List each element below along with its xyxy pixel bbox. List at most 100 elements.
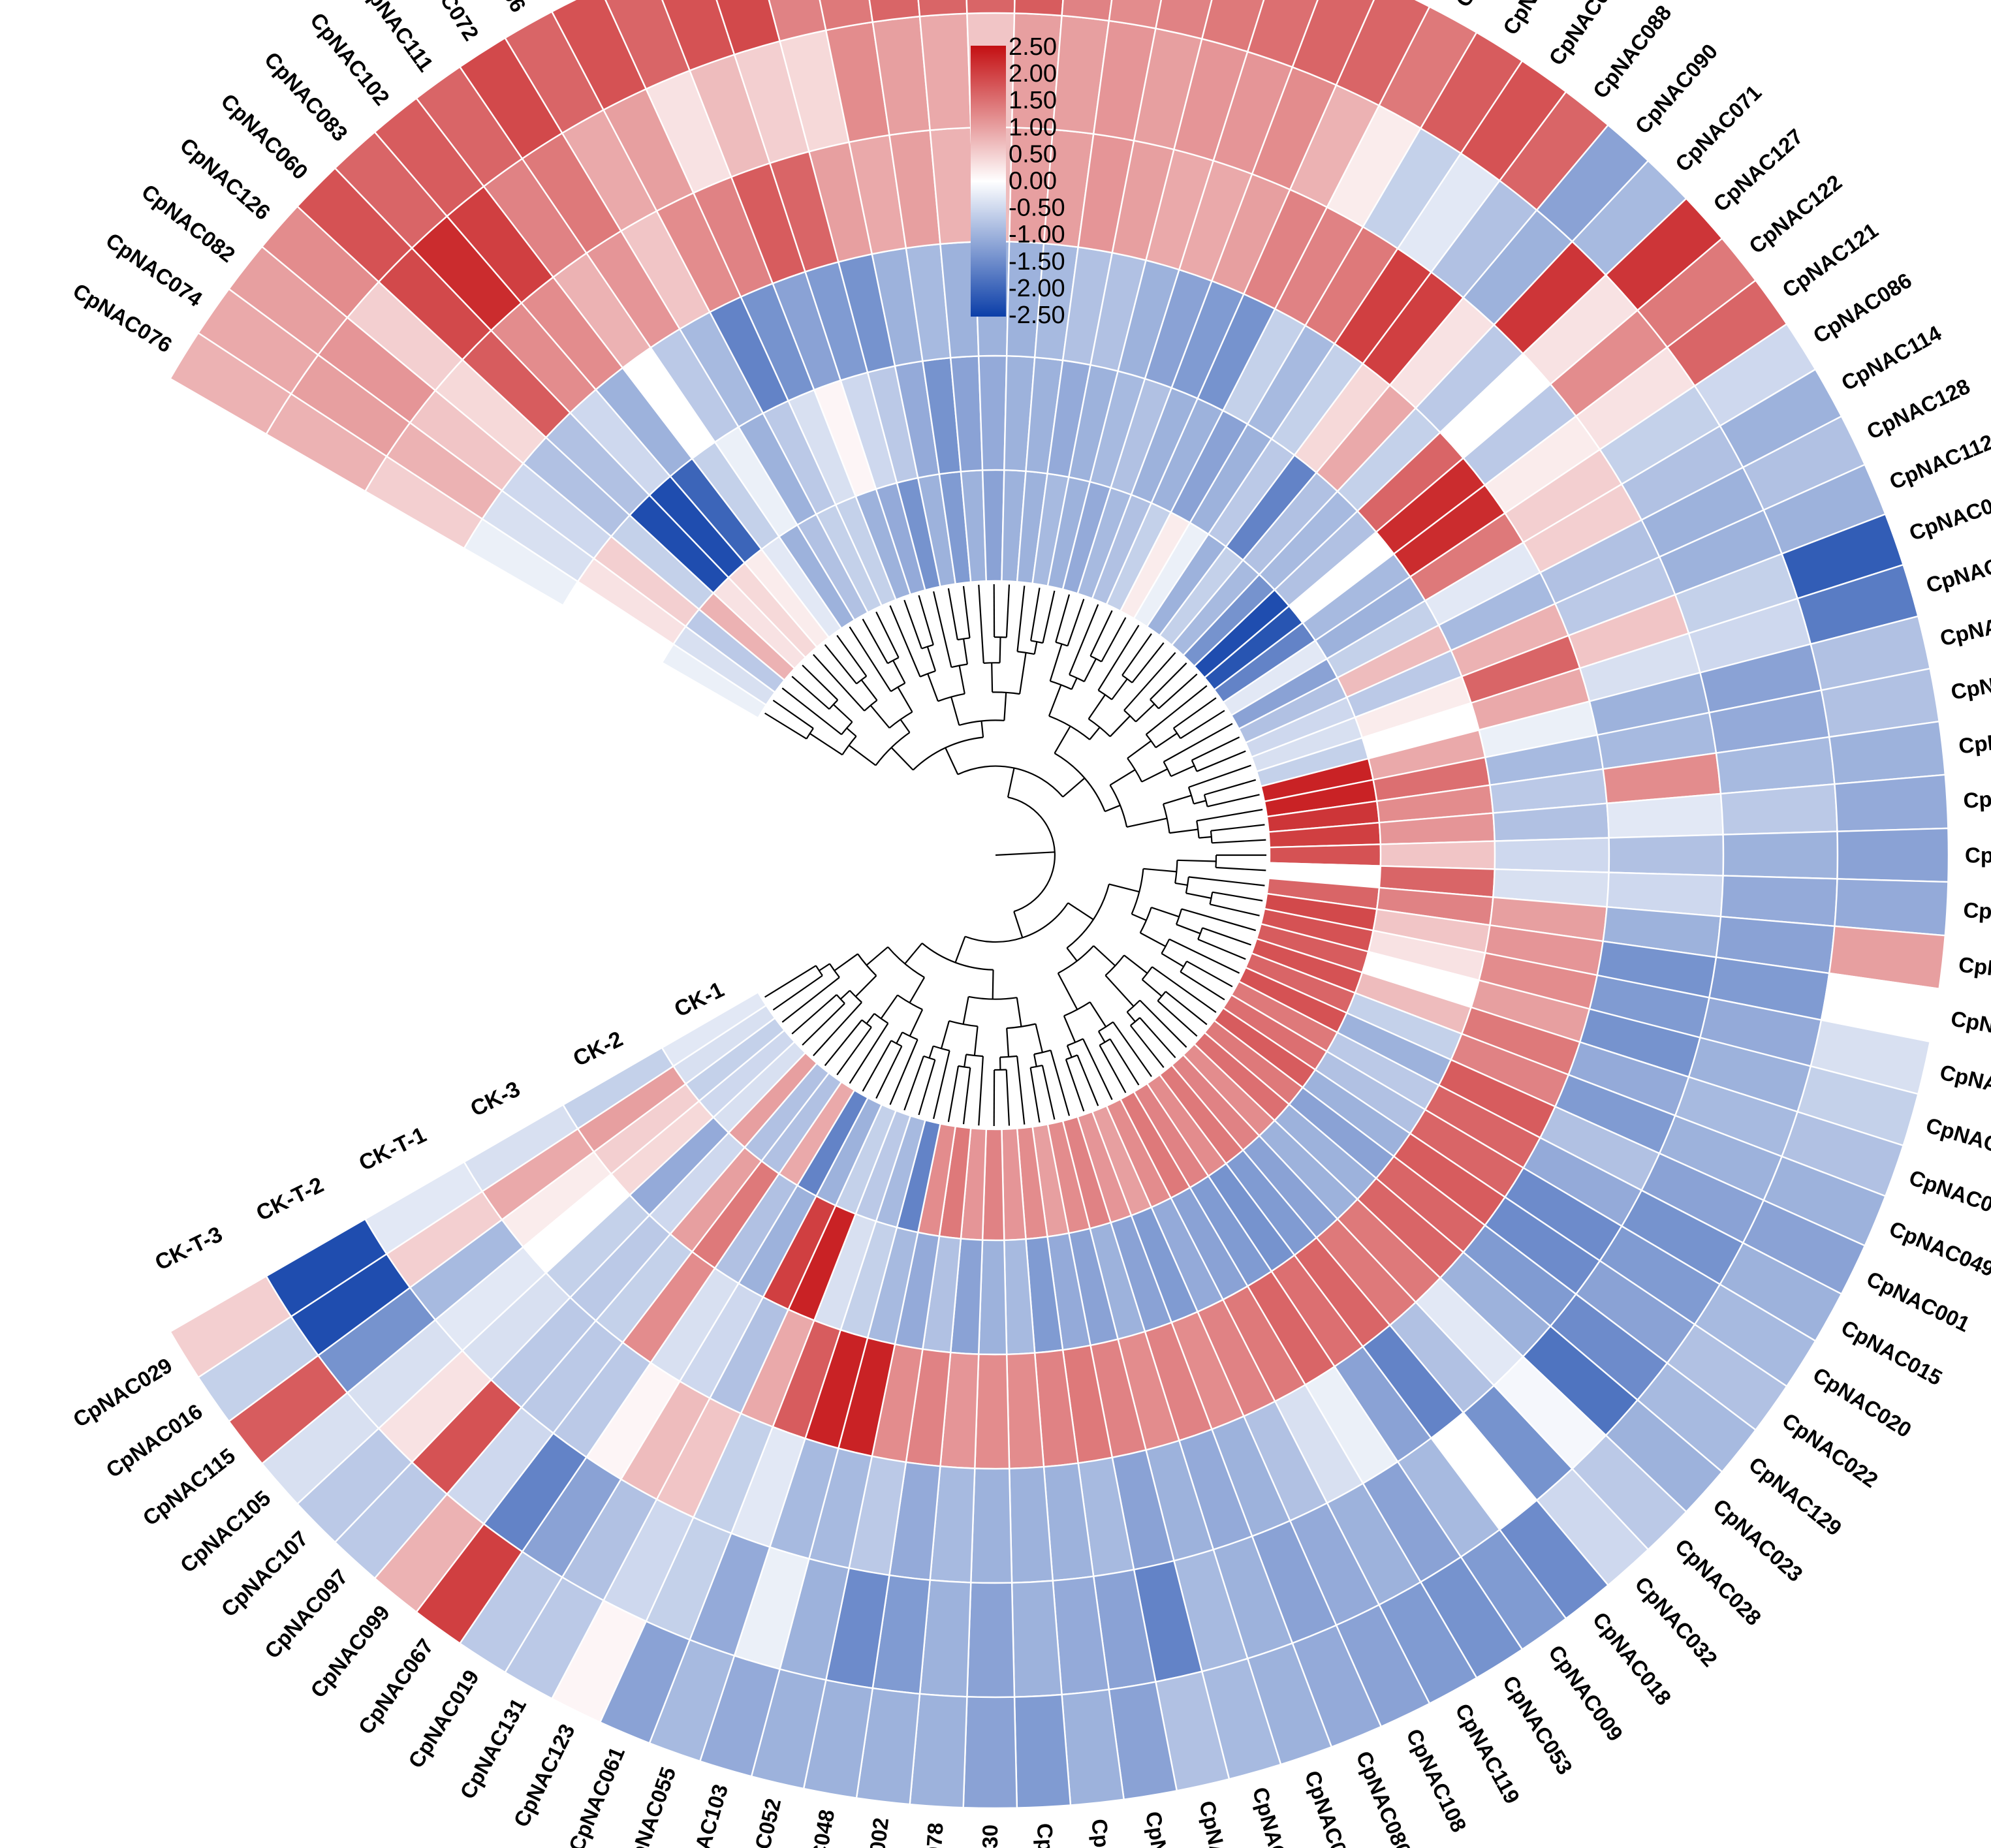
sample-label-ck-t-1: CK-T-1 [355,1122,430,1176]
dendrogram-branch [1161,952,1184,967]
dendrogram-branch [1111,678,1128,700]
dendrogram-branch [1030,640,1043,644]
dendrogram-branch [889,605,921,678]
heatmap-cell [1246,0,1319,69]
dendrogram-branch [1057,973,1078,1010]
gene-label: CpNAC015 [1837,1315,1946,1390]
dendrogram-branch [1101,617,1127,663]
dendrogram-branch [1082,1038,1113,1101]
heatmap-cell [1494,837,1610,873]
gene-label: CpNAC002 [856,1816,893,1848]
dendrogram-branch [1207,794,1260,807]
dendrogram-branch [950,697,960,726]
legend-tick-label: -0.50 [1009,195,1065,222]
dendrogram-branch [1089,727,1101,740]
dendrogram-branch [1063,1015,1076,1043]
dendrogram-branch [1141,966,1153,980]
dendrogram-branch [896,1031,903,1044]
dendrogram-branch [864,699,878,712]
legend-tick-label: 1.00 [1009,114,1057,141]
dendrogram-branch [1191,736,1240,761]
dendrogram-branch [1163,723,1233,762]
dendrogram-branch [926,646,937,672]
dendrogram-branch [1049,644,1063,681]
gene-label: CpNAC053 [1498,1671,1578,1778]
dendrogram-branch [841,736,857,755]
dendrogram-branch [1048,715,1090,740]
dendrogram-branch [1129,1025,1165,1068]
gene-label: CpNAC086 [1809,268,1916,348]
dendrogram-branch [1151,907,1180,918]
dendrogram-branch [1175,882,1188,886]
dendrogram-branch [999,637,1001,663]
heatmap-cell [1836,827,1950,883]
gene-label: CpNAC131 [455,1694,531,1803]
dendrogram-branch [836,1026,872,1076]
dendrogram-branch [1099,1044,1127,1093]
legend-tick-label: 0.00 [1009,168,1057,195]
dendrogram-branch [1097,689,1112,700]
heatmap-cell [965,0,1016,14]
dendrogram-branch [866,1013,875,1024]
heatmap-cell [1061,0,1113,22]
dendrogram-branch [875,611,900,658]
dendrogram-branch [1013,911,1024,938]
dendrogram-branch [1016,586,1026,652]
dendrogram-branch [1126,1011,1136,1022]
dendrogram-branch [1141,979,1163,997]
dendrogram-branch [1105,804,1121,813]
dendrogram-branch [1058,945,1095,974]
heatmap-cell [1154,0,1213,40]
dendrogram-branch [1033,1054,1037,1067]
dendrogram-branch [1030,587,1041,641]
dendrogram-branch [909,1009,924,1037]
dendrogram-branch [1127,740,1152,759]
dendrogram-branch [1041,1065,1056,1120]
dendrogram-branch [1005,1069,1011,1126]
gene-label: CpNAC079 [1248,1785,1302,1848]
dendrogram-branch [1016,1056,1026,1125]
dendrogram-branch [856,676,867,685]
dendrogram-branch [1169,828,1199,834]
heatmap-cell [1013,0,1064,17]
dendrogram-branch [951,663,968,668]
dendrogram-branch [1197,938,1246,960]
heatmap-cell [1200,0,1265,53]
gene-label: CpNAC049 [1886,1216,1991,1281]
dendrogram-branch [1177,859,1216,862]
dendrogram [764,584,1266,1127]
dendrogram-branch [903,599,922,649]
gene-label: CpNAC044 [1949,1006,1991,1048]
dendrogram-branch [764,712,807,740]
dendrogram-branch [1048,684,1062,717]
dendrogram-branch [1210,830,1213,843]
dendrogram-branch [849,626,892,692]
dendrogram-branch [945,747,959,775]
heatmap-cell [1608,834,1725,877]
dendrogram-branch [1090,610,1113,657]
dendrogram-branch [1174,860,1178,884]
dendrogram-branch [1065,1054,1078,1060]
legend-tick-label: -1.50 [1009,248,1065,275]
dendrogram-branch [918,1059,936,1116]
dendrogram-branch [862,1040,892,1092]
dendrogram-branch [904,943,923,965]
color-scale-ticks: 2.502.001.501.000.500.00-0.50-1.00-1.50-… [1009,33,1065,329]
dendrogram-branch [1131,913,1147,921]
dendrogram-branch [1188,876,1265,886]
dendrogram-branch [1066,1045,1073,1058]
dendrogram-branch [1066,947,1078,962]
dendrogram-branch [954,936,966,963]
dendrogram-branch [1163,794,1192,805]
dendrogram-branch [1143,868,1177,873]
dendrogram-branch [1139,999,1187,1048]
dendrogram-branch [897,994,923,1010]
dendrogram-branch [1109,785,1128,828]
dendrogram-branch [918,595,934,646]
dendrogram-branch [999,1055,1018,1058]
dendrogram-branch [809,732,843,756]
heatmap-cell [1722,830,1839,880]
dendrogram-branch [1212,839,1266,844]
legend-tick-label: 0.50 [1009,140,1057,168]
heatmap-cells [168,0,1950,1809]
